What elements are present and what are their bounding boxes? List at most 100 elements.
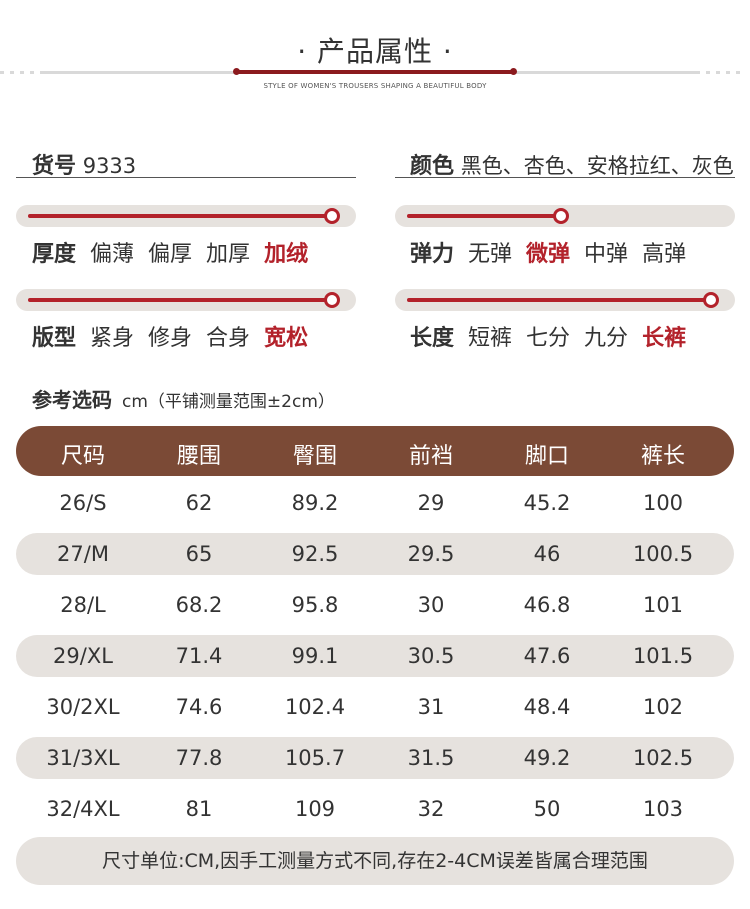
measurement-note: 尺寸单位:CM,因手工测量方式不同,存在2-4CM误差皆属合理范围 (16, 837, 734, 885)
slider-knob (324, 292, 340, 308)
slider-fill (407, 298, 707, 302)
slider-fill (28, 298, 328, 302)
table-cell: 46 (533, 542, 561, 566)
table-row: 31/3XL 77.8 105.7 31.5 49.2 102.5 (16, 737, 734, 779)
table-cell: 46.8 (523, 593, 571, 617)
size-section-heading: 参考选码 (32, 388, 112, 412)
color-label: 颜色 (410, 154, 455, 179)
item-number-value: 9333 (82, 154, 137, 178)
table-cell: 30/2XL (46, 695, 120, 719)
slider-fill (407, 214, 557, 218)
page-subtitle: STYLE OF WOMEN'S TROUSERS SHAPING A BEAU… (263, 82, 487, 90)
header-dash (706, 71, 710, 74)
size-table-header: 尺码 腰围 臀围 前裆 脚口 裤长 (16, 426, 734, 476)
elasticity-slider (395, 205, 735, 227)
table-row: 27/M 65 92.5 29.5 46 100.5 (16, 533, 734, 575)
table-cell: 77.8 (175, 746, 223, 770)
item-number-underline (16, 177, 356, 178)
table-cell: 45.2 (523, 491, 571, 515)
table-cell: 109 (294, 797, 336, 821)
page-title: · 产品属性 · (297, 35, 453, 68)
table-cell: 48.4 (523, 695, 571, 719)
column-header: 臀围 (292, 444, 337, 469)
table-row: 32/4XL 81 109 32 50 103 (16, 788, 734, 830)
table-row: 30/2XL 74.6 102.4 31 48.4 102 (16, 686, 734, 728)
table-cell: 31.5 (407, 746, 455, 770)
option: 中弹 (584, 242, 629, 267)
option: 修身 (148, 326, 193, 351)
color-attribute: 颜色 黑色、杏色、安格拉红、灰色 (410, 148, 734, 180)
option: 七分 (526, 326, 571, 351)
fit-slider (16, 289, 356, 311)
header-divider-right (510, 71, 700, 74)
option: 九分 (584, 326, 629, 351)
table-cell: 29 (417, 491, 445, 515)
table-cell: 105.7 (284, 746, 346, 770)
header-dash (30, 71, 34, 74)
slider-knob (703, 292, 719, 308)
slider-knob (553, 208, 569, 224)
table-cell: 101.5 (632, 644, 694, 668)
column-header: 腰围 (176, 444, 221, 469)
thickness-label: 厚度 (32, 242, 77, 267)
header-accent-line (237, 70, 513, 74)
table-cell: 31 (417, 695, 445, 719)
option: 合身 (206, 326, 251, 351)
header-dash (726, 71, 730, 74)
table-cell: 50 (533, 797, 561, 821)
table-cell: 102.4 (284, 695, 346, 719)
size-section-title: 参考选码 cm（平铺测量范围±2cm） (32, 384, 335, 413)
header-accent-dot (233, 68, 240, 75)
elasticity-label: 弹力 (410, 242, 455, 267)
option: 短裤 (468, 326, 513, 351)
option: 微弹 (526, 242, 571, 267)
table-cell: 100 (642, 491, 684, 515)
table-cell: 31/3XL (46, 746, 120, 770)
thickness-slider (16, 205, 356, 227)
table-cell: 32/4XL (46, 797, 120, 821)
table-cell: 30 (417, 593, 445, 617)
color-value: 黑色、杏色、安格拉红、灰色 (460, 154, 734, 178)
table-cell: 30.5 (407, 644, 455, 668)
table-cell: 103 (642, 797, 684, 821)
table-cell: 29/XL (53, 644, 113, 668)
length-slider (395, 289, 735, 311)
table-cell: 26/S (59, 491, 107, 515)
table-cell: 95.8 (291, 593, 339, 617)
table-cell: 62 (185, 491, 213, 515)
option: 无弹 (468, 242, 513, 267)
table-cell: 28/L (60, 593, 106, 617)
option: 高弹 (642, 242, 687, 267)
table-cell: 102.5 (632, 746, 694, 770)
fit-options: 版型 紧身 修身 合身 宽松 (32, 320, 322, 352)
option: 宽松 (264, 326, 309, 351)
fit-label: 版型 (32, 326, 77, 351)
table-cell: 100.5 (632, 542, 694, 566)
item-number: 货号 9333 (32, 148, 136, 180)
table-row: 26/S 62 89.2 29 45.2 100 (16, 482, 734, 524)
table-cell: 74.6 (175, 695, 223, 719)
elasticity-options: 弹力 无弹 微弹 中弹 高弹 (410, 236, 700, 268)
table-row: 29/XL 71.4 99.1 30.5 47.6 101.5 (16, 635, 734, 677)
table-cell: 101 (642, 593, 684, 617)
slider-knob (324, 208, 340, 224)
table-cell: 65 (185, 542, 213, 566)
size-unit-note: cm（平铺测量范围±2cm） (122, 392, 335, 412)
table-cell: 89.2 (291, 491, 339, 515)
column-header: 脚口 (524, 444, 569, 469)
table-cell: 49.2 (523, 746, 571, 770)
table-cell: 47.6 (523, 644, 571, 668)
table-cell: 81 (185, 797, 213, 821)
option: 长裤 (642, 326, 687, 351)
header-dash (0, 71, 4, 74)
option: 偏厚 (148, 242, 193, 267)
table-cell: 32 (417, 797, 445, 821)
column-header: 裤长 (640, 444, 685, 469)
thickness-options: 厚度 偏薄 偏厚 加厚 加绒 (32, 236, 322, 268)
table-cell: 99.1 (291, 644, 339, 668)
slider-fill (28, 214, 328, 218)
column-header: 尺码 (60, 444, 105, 469)
table-cell: 71.4 (175, 644, 223, 668)
option: 加绒 (264, 242, 309, 267)
option: 加厚 (206, 242, 251, 267)
